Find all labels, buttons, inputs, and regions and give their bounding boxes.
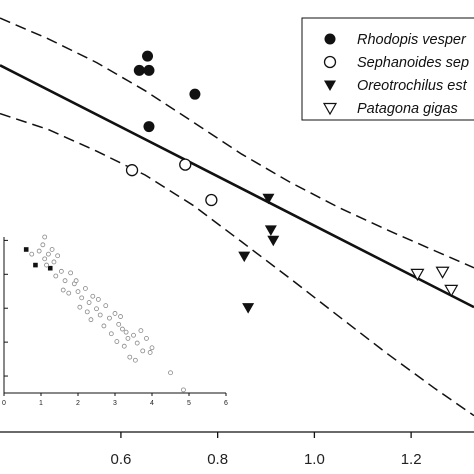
inset-point-circle [181, 387, 186, 393]
inset-point-circle [118, 314, 123, 319]
inset-point-circle [127, 354, 133, 360]
data-point-series-2 [238, 251, 251, 263]
data-point-series-0 [143, 64, 155, 76]
legend-label-oreotrochilus: Oreotrochilus est [357, 78, 468, 94]
data-point-series-3 [444, 284, 459, 298]
inset-point-circle [134, 340, 140, 346]
x-tick-label: 0.6 [110, 451, 131, 468]
legend-label-patagona: Patagona gigas [357, 101, 458, 117]
inset-point-square [33, 262, 38, 268]
inset-x-tick-label: 0 [2, 400, 6, 407]
inset-point-circle [77, 304, 83, 310]
data-point-series-1 [179, 158, 192, 171]
inset-point-square [47, 265, 53, 271]
data-point-series-0 [143, 121, 155, 133]
inset-background [0, 237, 226, 393]
confidence-band-upper [0, 17, 474, 269]
inset-point-circle [120, 326, 125, 332]
data-point-series-1 [205, 193, 218, 207]
inset-point-circle [112, 311, 118, 316]
inset-x-tick-label: 1 [39, 400, 43, 407]
inset-point-circle [88, 317, 94, 323]
inset-point-circle [42, 256, 48, 262]
inset-point-circle [55, 253, 61, 259]
main-plot-area: 0.6 0.8 1.0 1.2 [0, 17, 474, 468]
data-point-series-2 [264, 225, 277, 236]
inset-point-circle [53, 273, 59, 279]
inset-point-circle [79, 295, 85, 301]
inset-point-circle [40, 242, 46, 248]
inset-point-circle [103, 303, 109, 309]
data-point-series-3 [435, 266, 450, 279]
legend-marker-1 [323, 55, 337, 69]
inset-x-tick-label: 3 [113, 400, 117, 407]
inset-point-circle [66, 290, 72, 296]
inset-point-circle [140, 348, 146, 354]
inset-point-circle [168, 370, 173, 376]
data-point-series-2 [242, 303, 255, 314]
data-point-series-0 [133, 64, 145, 76]
inset-point-circle [68, 270, 73, 276]
inset-point-circle [90, 293, 96, 299]
inset-x-tick-label: 5 [187, 400, 191, 407]
confidence-band-lower [0, 112, 474, 417]
inset-point-circle [95, 296, 101, 302]
data-point-series-0 [142, 50, 154, 62]
inset-point-circle [51, 259, 57, 265]
inset-point-circle [114, 339, 120, 344]
inset-point-circle [131, 332, 136, 338]
inset-point-circle [75, 289, 81, 295]
legend-marker-2 [324, 80, 336, 91]
x-tick-label: 1.2 [401, 451, 422, 468]
inset-x-tick-label: 4 [150, 400, 154, 407]
data-point-series-2 [262, 193, 275, 205]
inset-point-circle [49, 247, 55, 252]
legend-marker-0 [324, 33, 336, 45]
regression-line [0, 64, 474, 309]
data-point-series-2 [267, 235, 280, 247]
inset-point-circle [29, 251, 35, 257]
inset-point-circle [60, 287, 66, 293]
inset-point-circle [94, 306, 99, 312]
inset-point-circle [36, 248, 42, 254]
legend-label-rhodopis: Rhodopis vesper [357, 32, 467, 48]
inset-point-circle [86, 300, 92, 305]
inset-point-circle [144, 335, 149, 341]
inset-point-circle [123, 329, 129, 335]
inset-point-circle [101, 323, 107, 329]
inset-x-tick-label: 2 [76, 400, 80, 407]
inset-point-circle [46, 251, 51, 257]
x-tick-label: 1.0 [304, 451, 325, 468]
inset-point-circle [125, 335, 131, 341]
data-point-series-3 [410, 268, 425, 282]
inset-plot: 0 1 2 3 4 5 6 [0, 234, 228, 407]
inset-point-circle [42, 234, 48, 240]
inset-point-circle [97, 312, 103, 318]
legend-marker-3 [322, 102, 338, 116]
inset-point-circle [84, 309, 90, 315]
inset-point-circle [132, 357, 138, 363]
inset-point-circle [62, 278, 68, 284]
inset-point-circle [147, 350, 153, 355]
data-point-series-0 [189, 88, 201, 100]
inset-point-circle [149, 345, 155, 351]
inset-point-square [23, 247, 29, 252]
inset-point-circle [44, 262, 49, 268]
inset-point-circle [58, 268, 64, 274]
inset-point-circle [107, 315, 112, 321]
inset-point-circle [73, 278, 79, 284]
data-point-series-1 [125, 164, 139, 177]
inset-point-circle [83, 286, 88, 291]
inset-point-circle [116, 321, 122, 327]
legend: Rhodopis vesper Sephanoides sep Oreotroc… [301, 17, 474, 121]
legend-label-sephanoides: Sephanoides sep [357, 55, 469, 71]
inset-x-tick-label: 6 [224, 400, 228, 407]
inset-point-circle [138, 328, 144, 334]
inset-point-circle [108, 331, 114, 337]
x-tick-label: 0.8 [207, 451, 228, 468]
inset-point-circle [121, 343, 127, 349]
